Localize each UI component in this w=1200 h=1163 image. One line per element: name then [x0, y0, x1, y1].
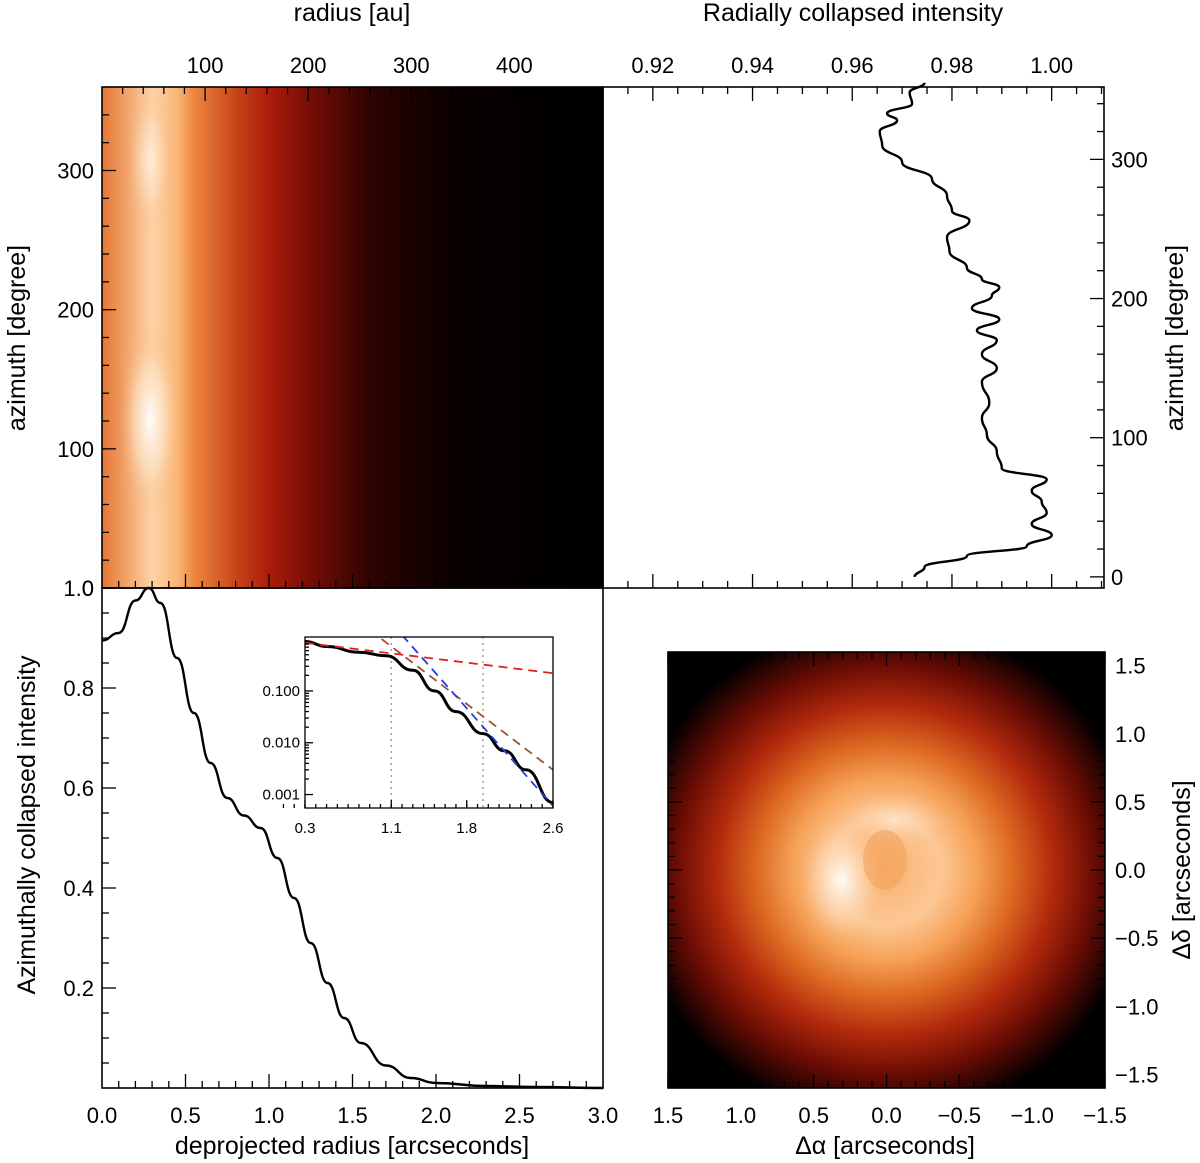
polar-map-image	[102, 87, 603, 588]
azim-x-tick-label: 0.0	[87, 1103, 118, 1128]
sky-y-tick-label: 1.5	[1115, 654, 1146, 679]
radial-x-tick-label: 0.92	[631, 53, 674, 78]
radial-collapse-ticks: 0.92 0.94 0.96 0.98 1.00 0 100 200 300	[627, 53, 1148, 590]
azim-y-tick-label: 0.8	[63, 676, 94, 701]
sky-y-tick-label: 0.0	[1115, 858, 1146, 883]
inset-y-tick-label: 0.100	[262, 683, 300, 700]
polar-y-tick-label: 100	[57, 437, 94, 462]
polar-map-ticks: 0 100 200 300 100 200 300 400	[57, 53, 598, 601]
azim-x-tick-label: 2.5	[504, 1103, 535, 1128]
log-profile-inset: 0.3 1.1 1.8 2.6 0.001 0.010 0.100	[262, 636, 564, 837]
polar-map-panel: 0 100 200 300 100 200 300 400 radius [au] azimu…	[3, 0, 604, 601]
sky-ring-center-dip	[863, 830, 907, 890]
azim-y-tick-label: 1.0	[63, 576, 94, 601]
azim-x-tick-label: 0.5	[170, 1103, 201, 1128]
polar-y-tick-label: 0	[82, 576, 94, 601]
polar-top-tick-label: 200	[290, 53, 327, 78]
polar-map-bright-blobs	[120, 90, 180, 515]
azim-y-tick-label: 0.4	[63, 876, 94, 901]
radial-x-tick-label: 1.00	[1030, 53, 1073, 78]
azim-x-tick-label: 2.0	[421, 1103, 452, 1128]
azimuthal-collapse-ylabel: Azimuthally collapsed intensity	[13, 655, 41, 995]
sky-ring-upper	[840, 792, 950, 848]
sky-image-panel: 1.5 1.0 0.5 0.0 −0.5 −1.0 −1.5 1.5 1.0 0.5 0.0 −0.5…	[653, 651, 1196, 1160]
inset-x-tick-label: 0.3	[295, 820, 316, 837]
azim-y-tick-label: 0.2	[63, 976, 94, 1001]
sky-ring-bright-side	[800, 818, 884, 942]
inset-series-fit-outer	[402, 637, 553, 807]
radial-x-tick-label: 0.94	[731, 53, 774, 78]
sky-y-tick-label: −0.5	[1115, 926, 1158, 951]
inset-series-fit-inner	[305, 641, 553, 675]
polar-y-tick-label: 200	[57, 298, 94, 323]
azim-x-tick-label: 3.0	[588, 1103, 619, 1128]
azimuthal-collapse-panel: 0.0 0.5 1.0 1.5 2.0 2.5 3.0 0.2 0.4 0.6 0.8 1.0 dep…	[13, 576, 618, 1160]
sky-y-tick-label: −1.5	[1115, 1062, 1158, 1087]
inset-series	[305, 637, 553, 807]
inset-x-tick-label: 1.1	[381, 820, 402, 837]
sky-x-tick-label: −1.0	[1010, 1103, 1053, 1128]
azim-x-tick-label: 1.0	[254, 1103, 285, 1128]
radial-collapse-ylabel: azimuth [degree]	[1161, 245, 1189, 431]
radial-collapse-title: Radially collapsed intensity	[703, 0, 1004, 27]
polar-y-tick-label: 300	[57, 159, 94, 184]
sky-y-tick-label: −1.0	[1115, 994, 1158, 1019]
inset-x-tick-label: 1.8	[456, 820, 477, 837]
inset-y-tick-label: 0.010	[262, 735, 300, 752]
inset-series-profile	[305, 640, 553, 805]
polar-top-tick-label: 400	[496, 53, 533, 78]
radial-y-tick-label: 300	[1111, 147, 1148, 172]
inset-vertical-markers	[390, 637, 484, 808]
sky-y-tick-label: 1.0	[1115, 722, 1146, 747]
azim-y-tick-label: 0.6	[63, 776, 94, 801]
inset-y-tick-label: 0.001	[262, 787, 300, 804]
radial-y-tick-label: 200	[1111, 287, 1148, 312]
sky-y-tick-label: 0.5	[1115, 790, 1146, 815]
sky-x-tick-label: 1.5	[653, 1103, 684, 1128]
inset-background	[305, 637, 553, 808]
radial-collapse-frame	[602, 86, 1105, 589]
sky-x-tick-label: −1.5	[1083, 1103, 1126, 1128]
inset-series-fit-middle	[377, 637, 553, 771]
sky-image-ylabel: Δδ [arcseconds]	[1168, 780, 1196, 959]
azimuthal-collapse-line	[101, 586, 604, 1090]
polar-map-blob-lower	[120, 325, 180, 515]
sky-x-tick-label: −0.5	[938, 1103, 981, 1128]
radial-x-tick-label: 0.96	[831, 53, 874, 78]
inset-ticks: 0.3 1.1 1.8 2.6 0.001 0.010 0.100	[262, 640, 564, 837]
polar-top-tick-label: 100	[187, 53, 224, 78]
sky-x-tick-label: 0.0	[871, 1103, 902, 1128]
sky-x-tick-label: 1.0	[726, 1103, 757, 1128]
polar-map-top-xlabel: radius [au]	[294, 0, 411, 27]
sky-x-tick-label: 0.5	[798, 1103, 829, 1128]
radial-y-tick-label: 100	[1111, 426, 1148, 451]
azimuthal-collapse-ticks: 0.0 0.5 1.0 1.5 2.0 2.5 3.0 0.2 0.4 0.6 0.8 1.0	[63, 576, 618, 1128]
inset-frame	[304, 636, 554, 809]
inset-x-tick-label: 2.6	[543, 820, 564, 837]
radial-y-tick-label: 0	[1111, 565, 1123, 590]
polar-top-tick-label: 300	[393, 53, 430, 78]
radial-collapse-line	[878, 82, 1053, 578]
sky-image-ticks: 1.5 1.0 0.5 0.0 −0.5 −1.0 −1.5 1.5 1.0 0.5 0.0 −0.5…	[653, 652, 1158, 1128]
radial-collapse-panel: 0.92 0.94 0.96 0.98 1.00 0 100 200 300 Radially …	[602, 0, 1189, 590]
polar-map-blob-upper	[128, 90, 172, 230]
sky-image-xlabel: Δα [arcseconds]	[795, 1132, 975, 1160]
azimuthal-collapse-xlabel: deprojected radius [arcseconds]	[175, 1132, 529, 1160]
azim-x-tick-label: 1.5	[337, 1103, 368, 1128]
polar-map-ylabel: azimuth [degree]	[3, 245, 31, 431]
radial-x-tick-label: 0.98	[931, 53, 974, 78]
sky-image	[668, 652, 1105, 1088]
